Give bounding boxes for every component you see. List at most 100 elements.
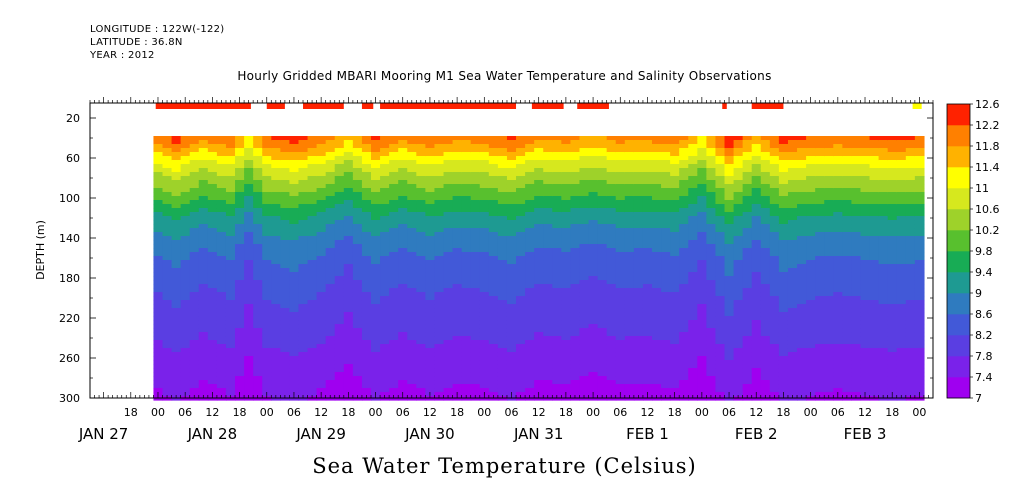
heatmap-cell [371, 252, 381, 257]
heatmap-cell [371, 320, 381, 325]
heatmap-cell [615, 292, 626, 297]
heatmap-cell [733, 324, 744, 329]
heatmap-cell [371, 340, 381, 345]
heatmap-cell [778, 292, 789, 297]
heatmap-cell [479, 296, 490, 301]
heatmap-cell [769, 384, 780, 389]
heatmap-cell [688, 280, 698, 285]
heatmap-cell [778, 308, 789, 313]
heatmap-cell [579, 276, 590, 281]
heatmap-cell [407, 328, 417, 333]
heatmap-cell [525, 172, 535, 177]
heatmap-cell [715, 156, 726, 161]
heatmap-cell [751, 248, 762, 253]
heatmap-cell [534, 160, 544, 165]
heatmap-cell [516, 300, 526, 305]
heatmap-cell [289, 388, 300, 393]
heatmap-cell [588, 340, 599, 345]
heatmap-cell [479, 300, 490, 305]
heatmap-cell [380, 200, 390, 205]
heatmap-cell [561, 368, 572, 373]
heatmap-cell [153, 352, 164, 357]
heatmap-cell [316, 156, 327, 161]
heatmap-cell [189, 312, 200, 317]
heatmap-cell [552, 228, 562, 233]
heatmap-cell [198, 292, 209, 297]
heatmap-cell [797, 316, 807, 321]
heatmap-cell [280, 136, 291, 141]
heatmap-cell [280, 328, 291, 333]
heatmap-cell [416, 204, 426, 209]
heatmap-cell [244, 376, 254, 381]
heatmap-cell [606, 308, 617, 313]
heatmap-cell [688, 316, 698, 321]
heatmap-cell [597, 192, 608, 197]
heatmap-cell [461, 208, 472, 213]
heatmap-cell [244, 268, 254, 273]
heatmap-cell [797, 256, 807, 261]
heatmap-cell [416, 372, 426, 377]
heatmap-cell [579, 296, 590, 301]
heatmap-cell [216, 328, 227, 333]
heatmap-cell [352, 280, 363, 285]
heatmap-cell [280, 272, 291, 277]
heatmap-cell [389, 364, 399, 369]
heatmap-cell [380, 308, 390, 313]
heatmap-cell [516, 392, 526, 397]
heatmap-cell [343, 172, 354, 177]
heatmap-cell [361, 240, 372, 245]
heatmap-cell [497, 300, 508, 305]
heatmap-cell [398, 232, 408, 237]
heatmap-cell [769, 152, 780, 157]
heatmap-cell [443, 392, 454, 397]
heatmap-cell [615, 164, 626, 169]
heatmap-cell [307, 320, 318, 325]
heatmap-cell [642, 148, 653, 153]
heatmap-cell [824, 352, 834, 357]
heatmap-cell [298, 160, 309, 165]
heatmap-cell [407, 300, 417, 305]
heatmap-cell [334, 220, 345, 225]
heatmap-cell [670, 388, 680, 393]
heatmap-cell [606, 252, 617, 257]
heatmap-cell [769, 340, 780, 345]
heatmap-cell [198, 296, 209, 301]
heatmap-cell [189, 192, 200, 197]
heatmap-cell [833, 244, 843, 249]
heatmap-cell [543, 320, 553, 325]
heatmap-cell [806, 336, 816, 341]
heatmap-cell [633, 384, 644, 389]
heatmap-cell [679, 220, 689, 225]
heatmap-cell [488, 184, 499, 189]
heatmap-cell [361, 220, 372, 225]
heatmap-cell [742, 200, 753, 205]
heatmap-cell [597, 252, 608, 257]
heatmap-cell [253, 352, 263, 357]
heatmap-cell [380, 312, 390, 317]
heatmap-cell [579, 304, 590, 309]
heatmap-cell [434, 340, 445, 345]
heatmap-cell [769, 240, 780, 245]
heatmap-cell [398, 384, 408, 389]
heatmap-cell [479, 200, 490, 205]
heatmap-cell [733, 244, 744, 249]
heatmap-cell [198, 356, 209, 361]
heatmap-cell [543, 168, 553, 173]
heatmap-cell [389, 164, 399, 169]
heatmap-cell [769, 304, 780, 309]
heatmap-cell [543, 360, 553, 365]
heatmap-cell [633, 172, 644, 177]
heatmap-cell [425, 260, 436, 265]
heatmap-cell [733, 224, 744, 229]
heatmap-cell [189, 160, 200, 165]
heatmap-cell [452, 320, 463, 325]
heatmap-cell [262, 156, 272, 161]
heatmap-cell [624, 212, 635, 217]
heatmap-cell [570, 156, 581, 161]
heatmap-cell [724, 264, 735, 269]
heatmap-cell [280, 376, 291, 381]
heatmap-cell [180, 328, 191, 333]
heatmap-cell [561, 268, 572, 273]
heatmap-cell [488, 144, 499, 149]
heatmap-cell [298, 264, 309, 269]
